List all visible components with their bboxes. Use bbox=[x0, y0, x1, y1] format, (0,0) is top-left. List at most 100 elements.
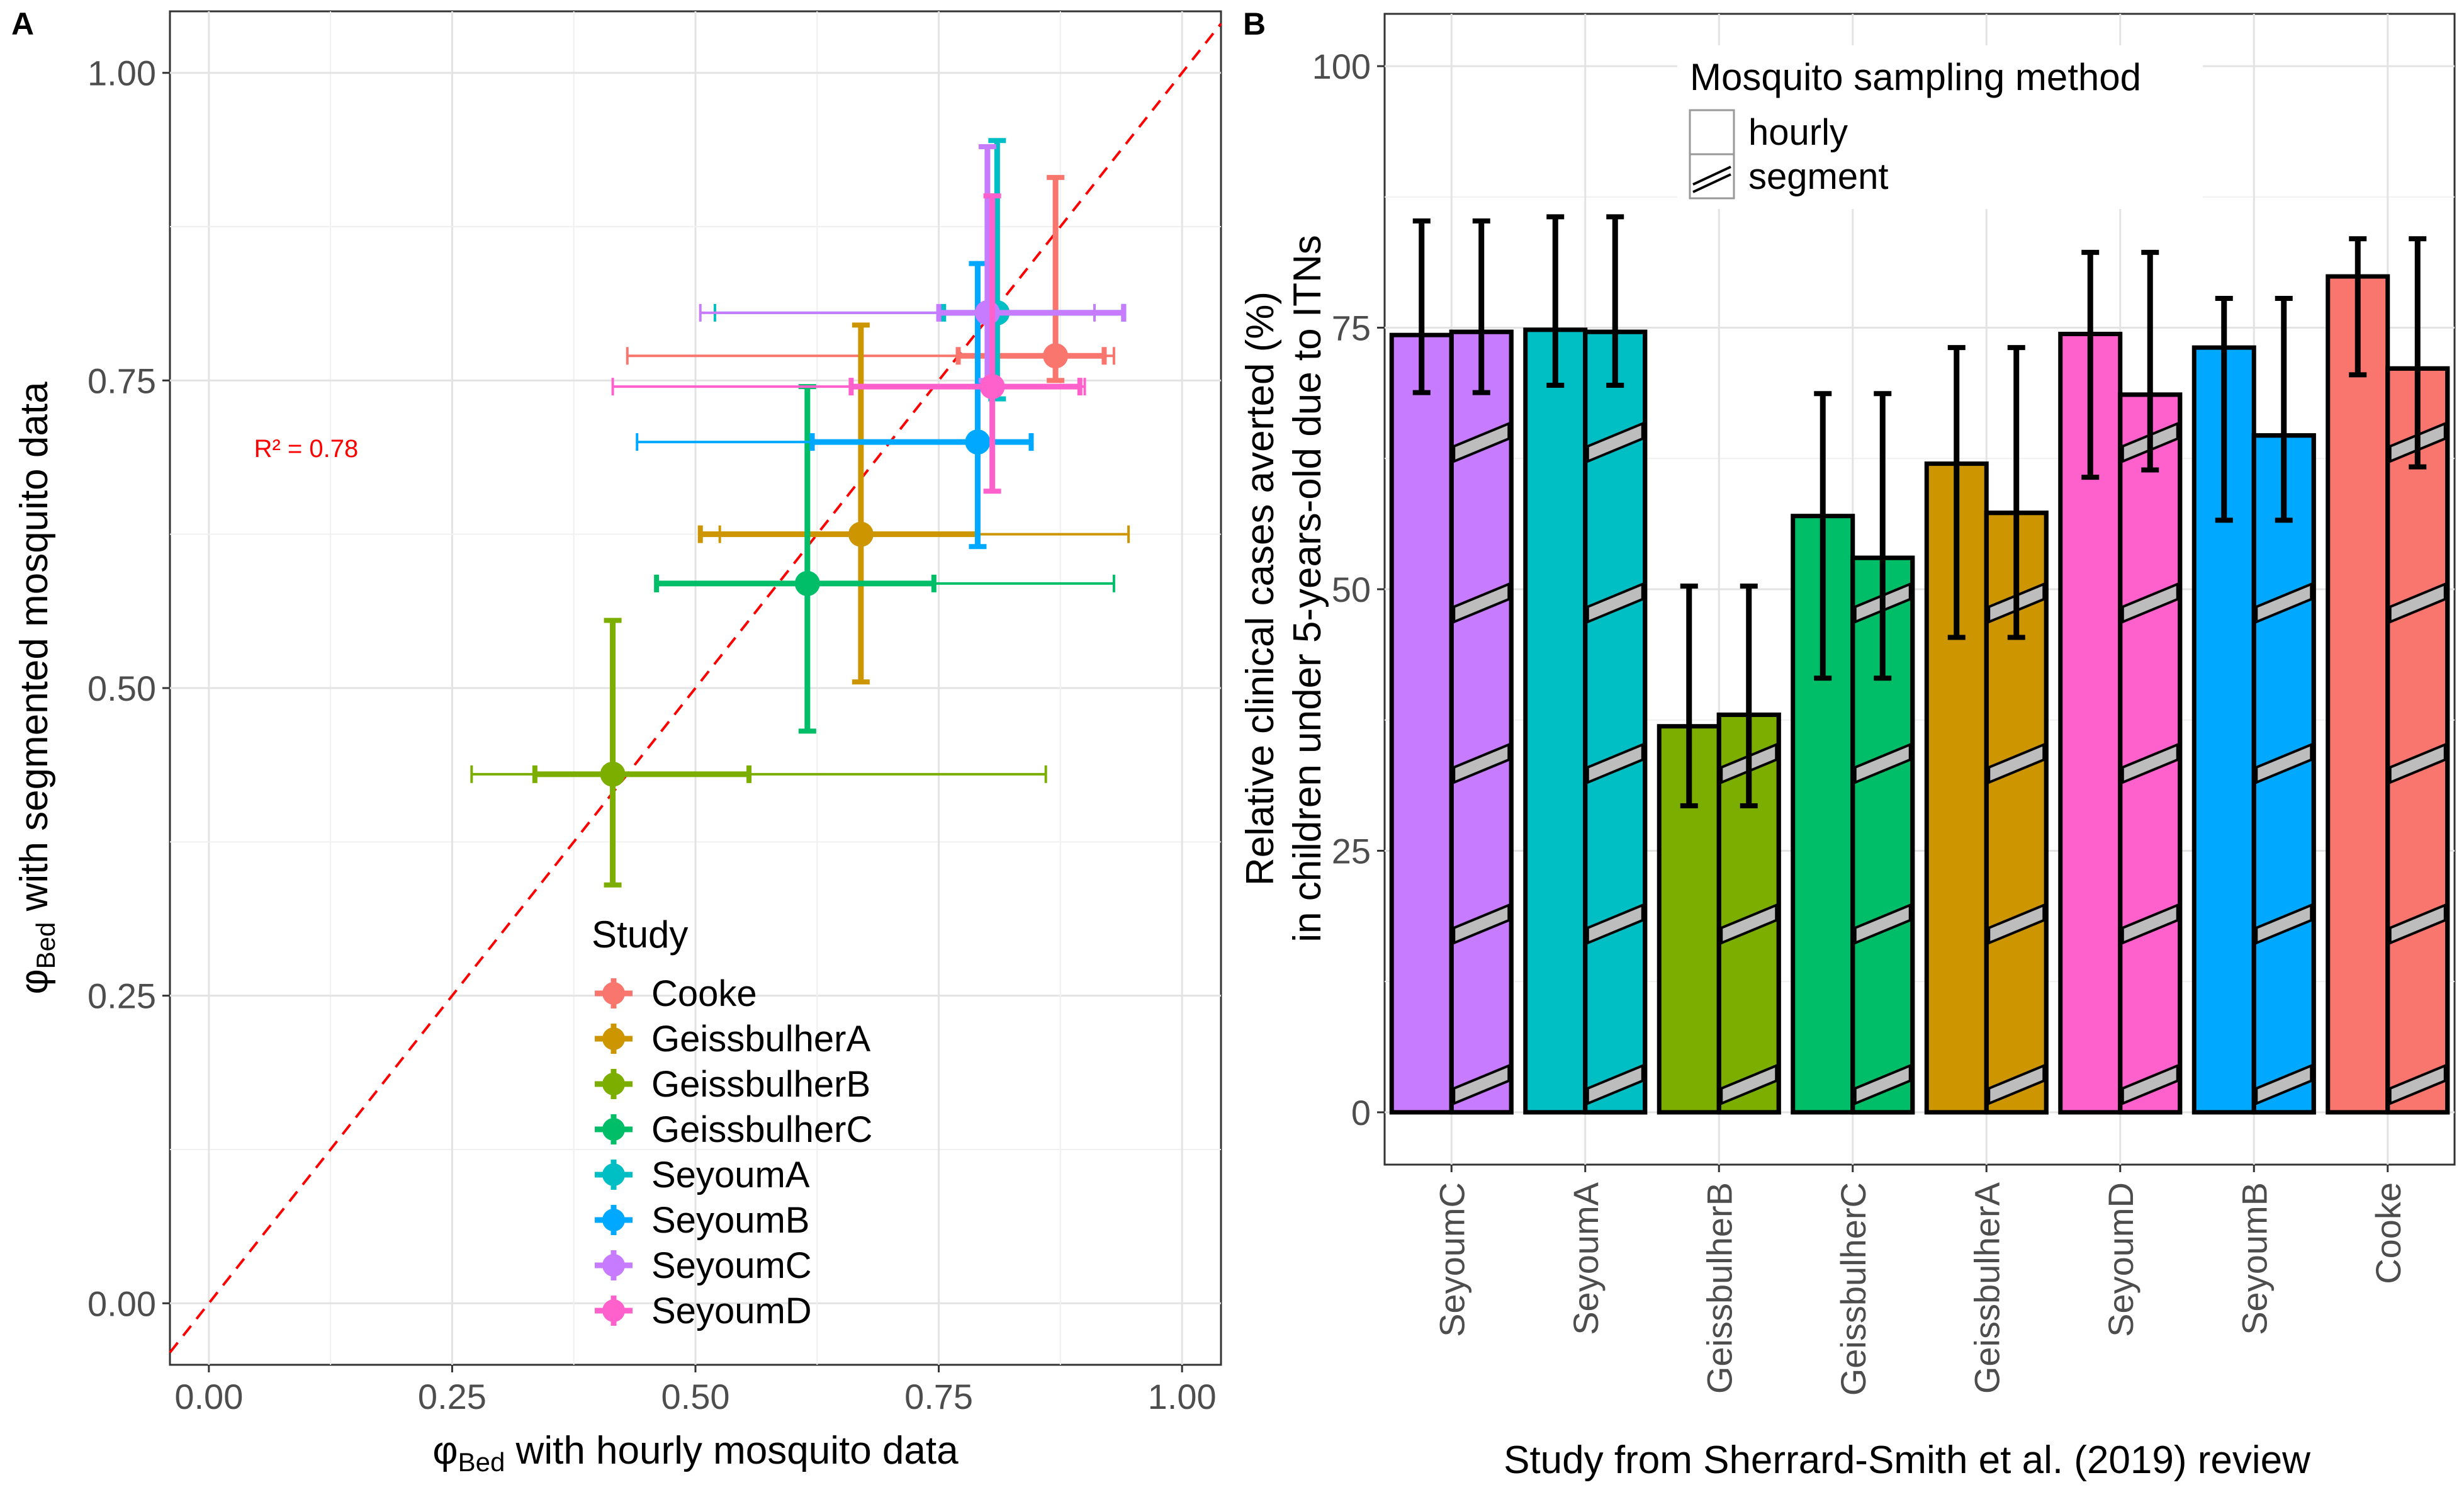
panel-a-grid bbox=[170, 11, 1221, 1365]
y-tick-label: 1.00 bbox=[87, 54, 156, 93]
legend-label: Cooke bbox=[651, 973, 757, 1014]
y-tick-label: 0 bbox=[1351, 1093, 1371, 1133]
error-cooke-hourly bbox=[2349, 236, 2367, 378]
error-geissbulherc-segment bbox=[1874, 391, 1892, 681]
panel-a-legend-title: Study bbox=[592, 913, 688, 956]
legend-item-seyoumb: SeyoumB bbox=[595, 1200, 809, 1241]
hatch-stripe bbox=[1720, 903, 1778, 945]
legend-item-geissbulherb: GeissbulherB bbox=[595, 1064, 870, 1105]
hatch-stripe bbox=[2255, 903, 2313, 945]
panel-a-points bbox=[470, 138, 1130, 888]
legend-label: segment bbox=[1748, 156, 1888, 197]
legend-item-hourly: hourly bbox=[1689, 109, 1848, 155]
error-geissbulherc-hourly bbox=[1814, 391, 1832, 681]
bar-seyoumc-hourly bbox=[1389, 332, 1454, 1115]
hatch-stripe bbox=[1854, 1063, 1911, 1105]
legend-key-marker bbox=[602, 1209, 625, 1231]
error-geissbulherb-segment bbox=[1740, 584, 1758, 808]
y-tick-label: 0.75 bbox=[87, 361, 156, 400]
point-marker bbox=[600, 761, 626, 787]
x-tick-label: 1.00 bbox=[1148, 1377, 1217, 1416]
bar-rect bbox=[1523, 327, 1588, 1115]
panel-a-legend: Study Cooke GeissbulherA GeissbulherBGeiss… bbox=[592, 913, 872, 1331]
legend-key-marker bbox=[602, 1254, 625, 1277]
hatch-stripe bbox=[1854, 742, 1911, 784]
point-marker bbox=[965, 429, 991, 455]
hatch-stripe bbox=[1586, 742, 1644, 784]
error-seyouma-hourly bbox=[1546, 214, 1565, 388]
panel-a-legend-items: Cooke GeissbulherA GeissbulherBGeissbulher… bbox=[595, 973, 872, 1331]
x-tick-label-geissbulherb: GeissbulherB bbox=[1699, 1182, 1739, 1394]
bar-cooke-segment bbox=[2385, 366, 2450, 1115]
bar-cooke-hourly bbox=[2326, 274, 2390, 1115]
hatch-stripe bbox=[1453, 582, 1510, 624]
legend-key-marker bbox=[602, 1163, 625, 1186]
hatch-stripe bbox=[2255, 1063, 2313, 1105]
legend-item-cooke: Cooke bbox=[595, 973, 757, 1014]
hatch-stripe bbox=[1453, 1063, 1510, 1105]
x-tick-label-seyoumb: SeyoumB bbox=[2234, 1182, 2274, 1335]
legend-item-geissbulhera: GeissbulherA bbox=[595, 1019, 870, 1059]
y-tick-label: 0.50 bbox=[87, 669, 156, 708]
bar-seyouma-segment bbox=[1583, 329, 1648, 1115]
legend-hatch bbox=[1692, 166, 1731, 186]
legend-item-seyouma: SeyoumA bbox=[595, 1155, 810, 1195]
legend-label: SeyoumA bbox=[651, 1155, 810, 1195]
legend-hatch bbox=[1692, 173, 1731, 193]
legend-label: SeyoumC bbox=[651, 1245, 812, 1286]
x-tick-label-cooke: Cooke bbox=[2368, 1182, 2408, 1284]
hatch-stripe bbox=[1586, 582, 1644, 624]
bar-rect bbox=[2385, 366, 2450, 1115]
legend-key bbox=[1689, 109, 1735, 155]
point-marker bbox=[848, 521, 874, 547]
hatch-stripe bbox=[1586, 421, 1644, 463]
y-tick-label: 100 bbox=[1312, 47, 1371, 86]
hatch-stripe bbox=[1453, 421, 1510, 463]
hatch-stripe bbox=[2255, 582, 2313, 624]
panel-label-a: A bbox=[11, 6, 34, 42]
panel-b-y-axis-title-line2: in children under 5-years-old due to ITN… bbox=[1286, 235, 1329, 942]
error-seyoumb-hourly bbox=[2215, 296, 2233, 523]
hatch-stripe bbox=[2255, 742, 2313, 784]
x-tick-label-seyoumd: SeyoumD bbox=[2101, 1182, 2141, 1337]
bar-rect bbox=[1389, 332, 1454, 1115]
legend-key-marker bbox=[602, 1073, 625, 1095]
hatch-stripe bbox=[2121, 582, 2179, 624]
hatch-stripe bbox=[1720, 1063, 1778, 1105]
panel-a-y-axis-title: φBed with segmented mosquito data bbox=[13, 381, 60, 995]
hatch-stripe bbox=[1453, 742, 1510, 784]
panel-b-x-ticks: SeyoumC SeyoumA GeissbulherB GeissbulherC Ge… bbox=[1432, 1165, 2408, 1396]
r-squared-annotation: R² = 0.78 bbox=[254, 435, 359, 463]
hatch-stripe bbox=[1586, 903, 1644, 945]
panel-b-legend-title: Mosquito sampling method bbox=[1690, 56, 2141, 98]
y-tick-label: 25 bbox=[1332, 831, 1371, 871]
point-marker bbox=[1043, 343, 1069, 369]
panel-a-x-axis-title: φBed with hourly mosquito data bbox=[432, 1429, 959, 1477]
bar-seyoumb-segment bbox=[2251, 433, 2316, 1115]
legend-label: SeyoumB bbox=[651, 1200, 809, 1241]
x-tick-label: 0.00 bbox=[174, 1377, 243, 1416]
x-tick-label-seyouma: SeyoumA bbox=[1566, 1182, 1606, 1335]
bar-seyoumd-segment bbox=[2118, 392, 2183, 1115]
panel-a-x-ticks: 0.00 0.25 0.50 0.75 1.00 bbox=[174, 1365, 1217, 1416]
x-tick-label-geissbulhera: GeissbulherA bbox=[1967, 1182, 2006, 1394]
bar-geissbulherb-segment bbox=[1716, 712, 1781, 1115]
legend-item-segment: segment bbox=[1689, 153, 1888, 200]
panel-b-bars bbox=[1389, 274, 2450, 1115]
legend-label: SeyoumD bbox=[651, 1291, 812, 1331]
y-tick-label: 75 bbox=[1332, 308, 1371, 348]
x-tick-label-seyoumc: SeyoumC bbox=[1432, 1182, 1471, 1337]
hatch-stripe bbox=[2388, 1063, 2446, 1105]
identity-line bbox=[169, 23, 1222, 1353]
hatch-stripe bbox=[2121, 742, 2179, 784]
hatch-stripe bbox=[1854, 903, 1911, 945]
hatch-stripe bbox=[1988, 903, 2045, 945]
y-tick-label: 0.25 bbox=[87, 976, 156, 1016]
point-marker bbox=[794, 570, 820, 596]
point-geissbulherb bbox=[470, 618, 1047, 888]
legend-item-seyoumd: SeyoumD bbox=[595, 1291, 812, 1331]
panel-b-error-bars bbox=[1412, 214, 2427, 808]
point-seyoumd bbox=[611, 193, 1086, 494]
